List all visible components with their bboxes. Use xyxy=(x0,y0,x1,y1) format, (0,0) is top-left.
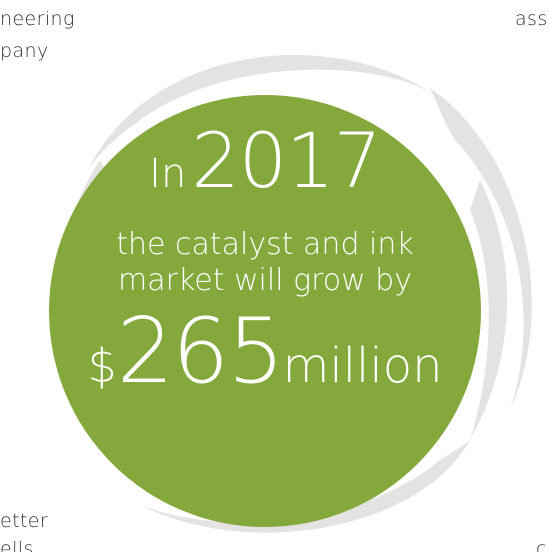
headline-amount-line: $265million xyxy=(49,307,481,397)
swirl-arc-right-inner xyxy=(470,180,508,440)
highlight-circle: In 2017 the catalyst and ink market will… xyxy=(49,95,481,527)
swirl-arc-top xyxy=(88,55,435,170)
background-text-fragment: etter xyxy=(0,510,49,532)
background-text-fragment: c xyxy=(536,538,547,552)
swirl-arc-right xyxy=(430,88,532,410)
amount-unit: million xyxy=(282,338,443,394)
headline-year: 2017 xyxy=(191,116,381,205)
background-text-fragment: neering xyxy=(0,8,75,30)
headline-year-line: In 2017 xyxy=(49,123,481,199)
headline-body-line: the catalyst and ink xyxy=(116,227,414,262)
currency-symbol: $ xyxy=(87,339,117,393)
headline-prefix: In xyxy=(149,151,187,197)
headline-amount: 265 xyxy=(116,299,285,404)
swirl-arc-bottom xyxy=(140,440,470,533)
background-text-fragment: ass xyxy=(515,8,548,30)
background-text-fragment: ells xyxy=(0,538,34,552)
headline-body-line: market will grow by xyxy=(118,263,412,298)
background-text-fragment: pany xyxy=(0,40,49,62)
